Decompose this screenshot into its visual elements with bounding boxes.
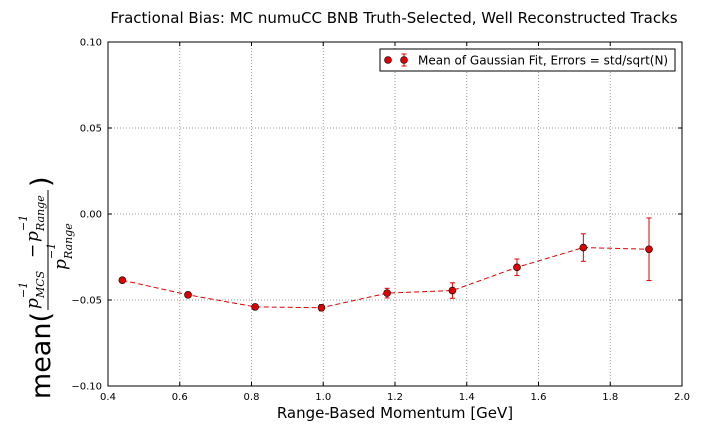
y-tick-labels: −0.10 −0.05 0.00 0.05 0.10 xyxy=(71,38,102,393)
y-label-num-right-exp: −1 xyxy=(17,215,30,231)
grid xyxy=(108,42,682,386)
y-tick-label: −0.05 xyxy=(71,296,102,307)
y-label-num-right-base: p xyxy=(23,231,43,242)
y-tick-label: 0.00 xyxy=(80,210,102,221)
legend-marker xyxy=(401,57,408,64)
y-label-num-left-exp: −1 xyxy=(17,282,30,298)
y-label-den-sub: Range xyxy=(62,223,75,260)
x-tick-labels: 0.4 0.6 0.8 1.0 1.2 1.4 1.6 1.8 2.0 xyxy=(100,392,690,403)
y-label-num-op: − xyxy=(23,244,43,258)
data-point xyxy=(119,277,126,284)
x-tick-label: 1.6 xyxy=(531,392,547,403)
x-tick-label: 0.6 xyxy=(172,392,188,403)
x-tick-label: 1.0 xyxy=(315,392,331,403)
x-axis-label: Range-Based Momentum [GeV] xyxy=(277,404,513,422)
series-line xyxy=(122,248,649,308)
y-label-den-exp: −1 xyxy=(45,243,58,259)
data-point xyxy=(580,244,587,251)
legend: Mean of Gaussian Fit, Errors = std/sqrt(… xyxy=(380,49,675,71)
data-point xyxy=(318,304,325,311)
data-point xyxy=(252,303,259,310)
y-tick-label: 0.10 xyxy=(80,38,102,49)
legend-label: Mean of Gaussian Fit, Errors = std/sqrt(… xyxy=(418,54,668,68)
x-tick-label: 0.4 xyxy=(100,392,116,403)
data-point xyxy=(645,246,652,253)
y-axis-label: mean( p −1 MCS − p −1 Range p −1 Range ) xyxy=(17,176,75,399)
series-layer xyxy=(119,218,653,311)
chart-title: Fractional Bias: MC numuCC BNB Truth-Sel… xyxy=(110,9,677,27)
x-tick-label: 1.4 xyxy=(459,392,475,403)
data-point xyxy=(185,291,192,298)
y-tick-label: −0.10 xyxy=(71,382,102,393)
x-tick-label: 2.0 xyxy=(674,392,690,403)
data-point xyxy=(384,290,391,297)
x-tick-label: 1.2 xyxy=(387,392,403,403)
y-label-prefix: mean( xyxy=(26,312,57,399)
data-point xyxy=(513,264,520,271)
y-tick-label: 0.05 xyxy=(80,124,102,135)
y-label-num-left-base: p xyxy=(23,298,43,309)
y-label-suffix: ) xyxy=(26,176,57,187)
x-tick-label: 0.8 xyxy=(244,392,260,403)
y-label-num-left-sub: MCS xyxy=(34,270,47,299)
data-point xyxy=(449,287,456,294)
y-label-num-right-sub: Range xyxy=(34,195,47,232)
x-tick-label: 1.8 xyxy=(602,392,618,403)
legend-marker xyxy=(385,57,392,64)
y-label-den-base: p xyxy=(51,259,71,270)
